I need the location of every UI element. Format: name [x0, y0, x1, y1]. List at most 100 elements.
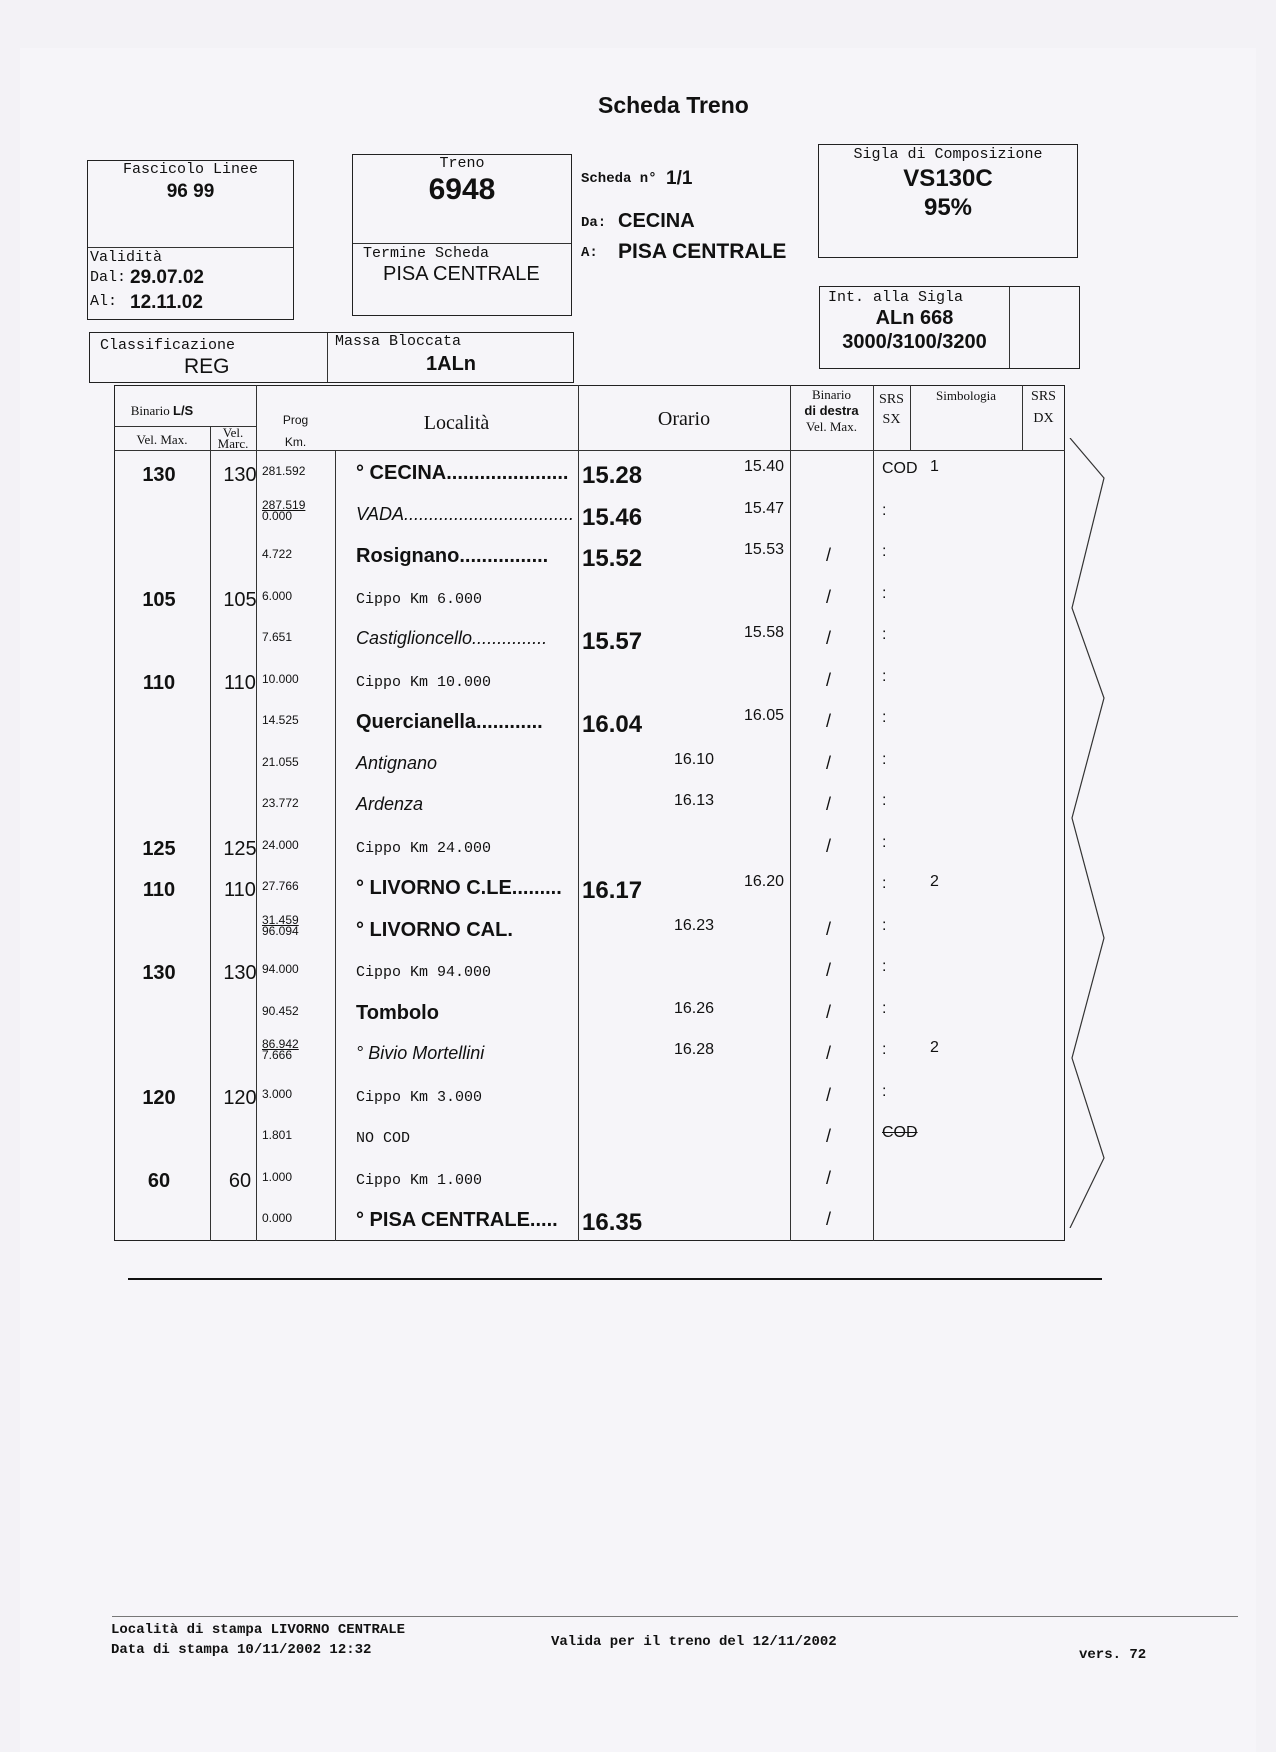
int-sigla-label: Int. alla Sigla — [828, 289, 964, 306]
vel-marc: 130 — [223, 464, 257, 486]
srs-sx: : — [882, 999, 887, 1017]
srs-sx: : — [882, 833, 887, 851]
simbologia: 2 — [930, 1039, 939, 1056]
binario-destra-mark: / — [826, 918, 832, 939]
table-row: 60 60 1.000 Cippo Km 1.000 / — [114, 1158, 1065, 1200]
prog-km-before: 287.519 — [262, 497, 306, 512]
vel-max: 130 — [142, 962, 176, 984]
progressive-km: 90.452 — [262, 1003, 299, 1018]
localita: Cippo Km 1.000 — [356, 1171, 483, 1189]
binario-ls-divider — [114, 426, 256, 428]
simbologia: 2 — [930, 873, 939, 890]
dal-label: Dal: — [90, 269, 127, 286]
fascicolo-value: 96 99 — [166, 181, 215, 202]
localita: ° CECINA...................... — [356, 462, 569, 484]
srs-sx: : — [882, 543, 887, 560]
localita: Rosignano................ — [356, 545, 549, 567]
transit-time: 16.10 — [674, 750, 715, 768]
binario-destra-mark: / — [826, 711, 832, 731]
prog-km-after: 96.094 — [262, 923, 299, 938]
arrival-time: 15.57 — [582, 628, 643, 655]
table-row: 110 110 27.766 ° LIVORNO C.LE......... 16.17… — [114, 867, 1065, 909]
header-localita: Località — [423, 412, 490, 434]
footer-valida: Valida per il treno del 12/11/2002 — [551, 1634, 837, 1650]
vel-max: 60 — [147, 1169, 171, 1192]
classificazione-value: REG — [184, 355, 230, 378]
sigla-percent: 95% — [923, 194, 973, 221]
table-row: 31.459 96.094 ° LIVORNO CAL. 16.23 /: — [114, 909, 1065, 951]
bottom-rule — [128, 1278, 1102, 1280]
progressive-km: 23.772 — [262, 796, 299, 810]
footer-rule — [112, 1616, 1238, 1618]
departure-time: 15.53 — [743, 541, 784, 558]
progressive-km: 1.000 — [262, 1169, 293, 1184]
localita: Tombolo — [356, 1001, 439, 1024]
page-title: Scheda Treno — [598, 92, 749, 118]
binario-destra-mark: / — [826, 1084, 832, 1105]
progressive-km: 287.519 0.000 — [262, 497, 306, 522]
progressive-km: 0.000 — [262, 1211, 293, 1225]
progressive-km: 10.000 — [262, 671, 299, 686]
table-row: 23.772 Ardenza 16.13 /: — [114, 784, 1065, 826]
vel-max: 120 — [142, 1086, 176, 1109]
transit-time: 16.28 — [674, 1041, 715, 1058]
binario-destra-mark: / — [826, 1001, 832, 1022]
dal-value: 29.07.02 — [130, 267, 204, 288]
vel-marc: 125 — [223, 837, 257, 860]
col-line — [210, 426, 212, 1241]
validita-label: Validità — [90, 249, 163, 266]
srs-sx: : — [882, 501, 887, 519]
arrival-time: 15.46 — [582, 503, 643, 531]
progressive-km: 31.459 96.094 — [262, 914, 299, 938]
progressive-km: 281.592 — [262, 464, 306, 478]
progressive-km: 7.651 — [262, 630, 293, 644]
localita: Antignano — [356, 752, 438, 773]
progressive-km: 4.722 — [262, 547, 293, 561]
arrival-time: 15.52 — [582, 545, 643, 572]
binario-destra-mark: / — [826, 586, 832, 607]
table-row: 130 130 94.000 Cippo Km 94.000 /: — [114, 950, 1065, 992]
vel-max: 110 — [142, 671, 176, 694]
srs-sx: : — [882, 626, 887, 643]
arrival-time: 16.17 — [582, 877, 643, 904]
scheda-value: 1/1 — [666, 168, 693, 189]
srs-sx: : — [882, 750, 887, 768]
treno-box: Treno 6948 Termine Scheda PISA CENTRALE — [352, 154, 572, 316]
vel-marc: 110 — [224, 879, 256, 901]
col-line — [790, 385, 792, 1241]
localita: NO COD — [356, 1130, 411, 1147]
sigla-box: Sigla di Composizione VS130C 95% — [818, 144, 1078, 258]
srs-sx: : — [882, 667, 887, 685]
localita: Cippo Km 6.000 — [356, 590, 483, 608]
localita: Castiglioncello............... — [356, 628, 548, 648]
departure-time: 15.58 — [743, 624, 784, 641]
table-row: 120 120 3.000 Cippo Km 3.000 /: — [114, 1075, 1065, 1117]
srs-sx: : — [882, 916, 887, 934]
arrival-time: 16.35 — [582, 1209, 643, 1236]
localita: Ardenza — [356, 794, 424, 814]
a-label: A: — [581, 245, 598, 261]
header-vel-max: Vel. Max. — [136, 432, 188, 447]
al-value: 12.11.02 — [130, 292, 203, 313]
srs-sx: : — [882, 584, 887, 602]
table-row: 1.801 NO COD / COD — [114, 1116, 1065, 1158]
vel-marc: 120 — [223, 1086, 257, 1109]
binario-destra-mark: / — [826, 1126, 832, 1146]
localita: Quercianella............ — [356, 711, 543, 733]
table-row: 86.942 7.666 ° Bivio Mortellini 16.28 /: 2 — [114, 1033, 1065, 1075]
col-line — [910, 385, 912, 450]
progressive-km: 21.055 — [262, 754, 299, 769]
srs-sx: COD — [882, 460, 918, 477]
int-sigla-value: ALn 668 — [875, 307, 954, 329]
vel-marc: 60 — [228, 1169, 252, 1192]
treno-label: Treno — [439, 155, 485, 172]
header-vel-marc: Vel. Marc. — [217, 425, 249, 451]
treno-value: 6948 — [428, 173, 496, 206]
arrival-time: 16.04 — [582, 711, 643, 738]
table-row: 130 130 281.592 ° CECINA...................… — [114, 452, 1065, 494]
localita: VADA.................................. — [356, 503, 575, 524]
divider — [327, 333, 329, 382]
binario-destra-mark: / — [826, 752, 832, 773]
binario-destra-mark: / — [826, 1167, 832, 1188]
fascicolo-validita-box: Fascicolo Linee 96 99 Validità Dal: 29.0… — [87, 160, 294, 320]
